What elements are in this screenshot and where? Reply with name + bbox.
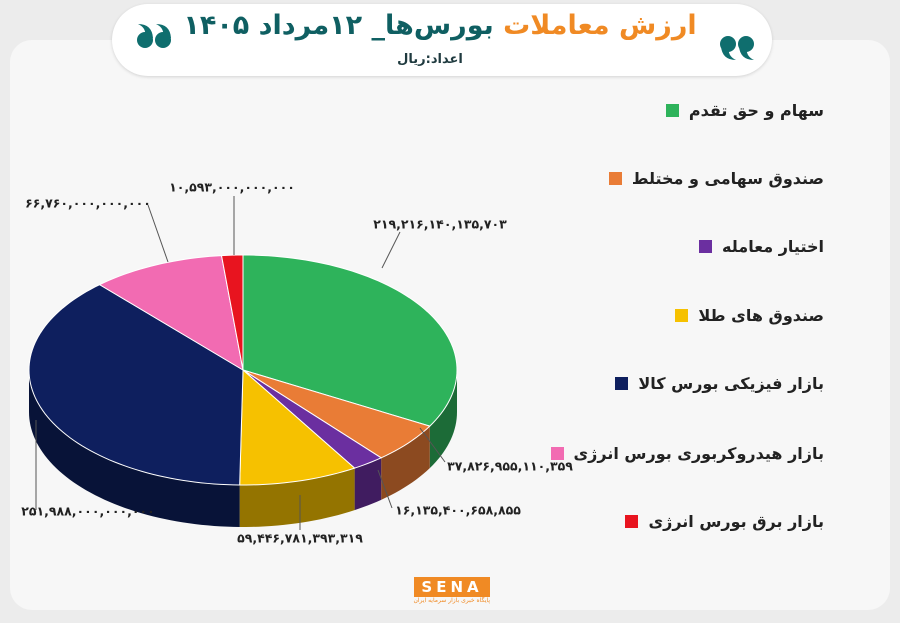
leader-line [419,427,446,463]
value-label: ۶۶,۷۶۰,۰۰۰,۰۰۰,۰۰۰ [25,196,151,211]
legend-item: صندوق سهامی و مختلط [608,169,824,188]
legend-item: بازار هیدروکربوری بورس انرژی [550,444,824,463]
legend-swatch [665,104,679,117]
slice [220,254,244,371]
leader-line [381,231,401,269]
slice-side [354,457,382,511]
leader-line [377,469,393,509]
legend-swatch [675,309,689,322]
chart-title: ارزش معاملات بورس‌ها_ ۱۲مرداد ۱۴۰۵ [150,10,730,41]
legend-item: بازار فیزیکی بورس کالا [615,374,824,393]
value-label: ۱۶,۱۳۵,۴۰۰,۶۵۸,۸۵۵ [395,503,521,518]
legend-item: بازار برق بورس انرژی [625,512,824,531]
quote-marks [137,24,754,60]
legend-label: صندوق سهامی و مختلط [631,169,824,188]
title-part: ارزش معاملات [503,10,697,41]
slice-side [429,370,457,469]
logo: SENA پایگاه خبری بازار سرمایه ایران [413,577,490,604]
slice [239,368,356,486]
title-part: بورس‌ها_ ۱۲مرداد ۱۴۰۵ [183,10,494,41]
slice [28,284,244,486]
subtitle: اعداد:ریال [397,52,463,67]
legend-item: اختیار معامله [699,237,824,256]
legend-label: سهام و حق تقدم [688,101,824,120]
legend-label: اختیار معامله [722,237,824,256]
legend-label: بازار فیزیکی بورس کالا [638,374,824,393]
value-label: ۲۵۱,۹۸۸,۰۰۰,۰۰۰,۰۰۰ [21,504,154,519]
legend-swatch [608,172,622,185]
legend-item: صندوق های طلا [675,306,824,325]
value-label: ۳۷,۸۲۶,۹۵۵,۱۱۰,۳۵۹ [447,459,573,474]
legend-swatch [625,515,639,528]
legend-swatch [615,377,629,390]
legend-swatch [550,447,564,460]
slice-side [381,426,430,500]
value-label: ۲۱۹,۲۱۶,۱۴۰,۱۳۵,۷۰۳ [373,217,507,232]
legend-label: صندوق های طلا [698,306,824,325]
value-label: ۱۰,۵۹۳,۰۰۰,۰۰۰,۰۰۰ [169,180,295,195]
logo-tagline: پایگاه خبری بازار سرمایه ایران [413,597,490,604]
legend-item: سهام و حق تقدم [665,101,824,120]
legend-label: بازار هیدروکربوری بورس انرژی [573,444,824,463]
slice [242,254,458,427]
slice [98,255,244,371]
legend-swatch [699,240,713,253]
slice-side [29,370,240,527]
value-label: ۵۹,۴۴۶,۷۸۱,۳۹۳,۳۱۹ [237,531,363,546]
slice [242,369,431,459]
slice [242,369,383,469]
logo-text: SENA [414,577,490,597]
title-box [112,4,772,76]
legend-label: بازار برق بورس انرژی [648,512,824,531]
leader-line [147,204,169,263]
slice-side [239,468,355,527]
